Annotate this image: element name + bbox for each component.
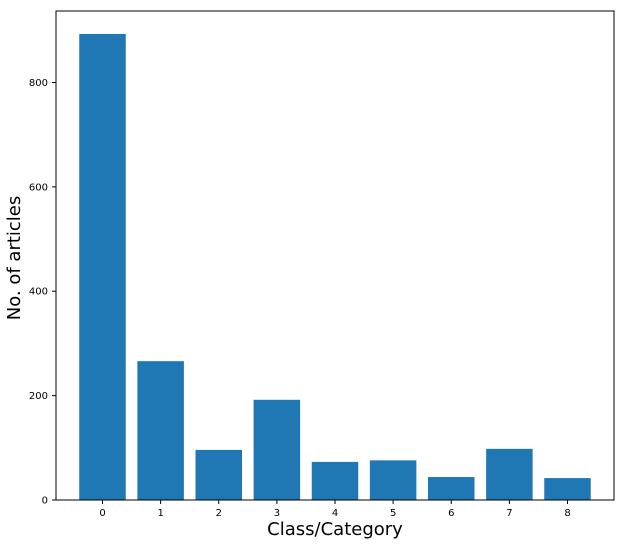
bar-5 — [369, 460, 417, 500]
x-tick-label: 2 — [216, 508, 222, 519]
x-tick-label: 1 — [157, 508, 163, 519]
bar-6 — [428, 477, 475, 500]
bar-4 — [311, 461, 359, 500]
x-tick-label: 3 — [274, 508, 280, 519]
y-tick-label: 200 — [29, 391, 48, 402]
y-tick-label: 800 — [29, 78, 48, 89]
x-tick-label: 4 — [332, 508, 338, 519]
bar-8 — [544, 478, 591, 500]
y-tick-label: 400 — [29, 287, 48, 298]
bar-2 — [195, 449, 242, 500]
y-tick-label: 600 — [29, 182, 48, 193]
bars-group — [79, 33, 591, 500]
bar-0 — [79, 33, 126, 500]
bar-1 — [137, 361, 184, 500]
x-tick-label: 8 — [564, 508, 570, 519]
y-axis-ticks: 0 200 400 600 800 — [29, 78, 56, 507]
x-tick-label: 5 — [390, 508, 396, 519]
x-axis-ticks: 0 1 2 3 4 5 6 7 8 — [99, 500, 571, 519]
x-tick-label: 0 — [99, 508, 105, 519]
x-tick-label: 6 — [448, 508, 454, 519]
x-tick-label: 7 — [506, 508, 512, 519]
y-tick-label: 0 — [42, 496, 48, 507]
bar-7 — [486, 448, 533, 500]
x-axis-label: Class/Category — [267, 519, 403, 540]
bar-3 — [253, 399, 301, 500]
y-axis-label: No. of articles — [4, 196, 25, 321]
